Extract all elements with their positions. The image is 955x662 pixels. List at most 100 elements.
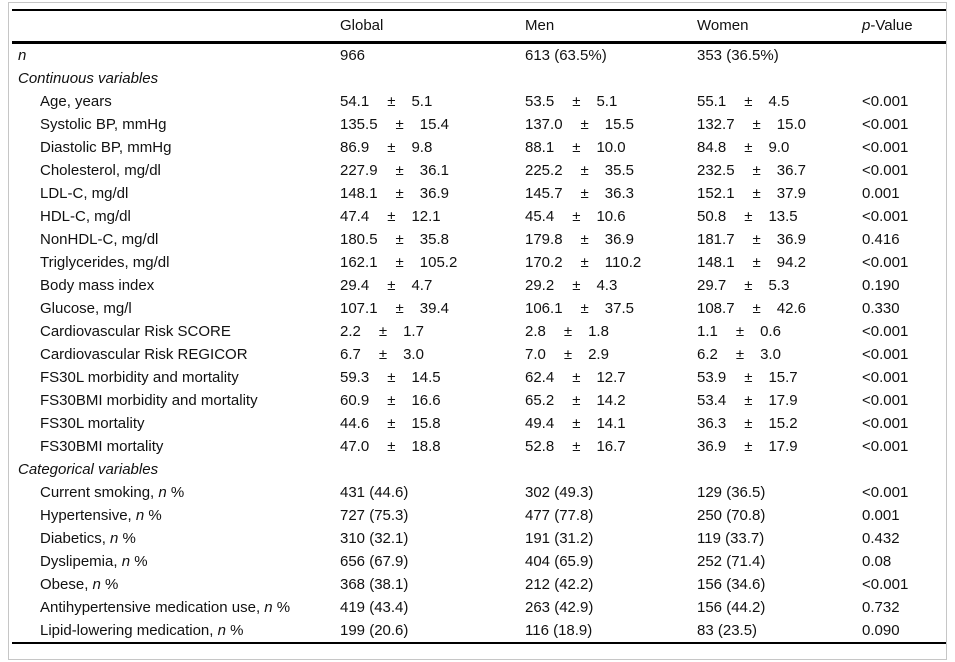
sd-value: 5.1 bbox=[596, 92, 618, 110]
mean-value: 152.1 bbox=[697, 184, 735, 202]
sd-value: 36.3 bbox=[604, 184, 634, 202]
mean-value: 53.5 bbox=[525, 92, 555, 110]
row-label: Diabetics, n % bbox=[40, 529, 136, 547]
cell-pvalue: <0.001 bbox=[862, 161, 909, 179]
cell-pvalue: <0.001 bbox=[862, 483, 909, 501]
cell-men: 53.5 ±5.1 bbox=[525, 90, 697, 113]
cell-global: 44.6 ±15.8 bbox=[340, 412, 525, 435]
sd-value: 16.7 bbox=[596, 437, 626, 455]
sd-value: 15.4 bbox=[419, 115, 449, 133]
row-label: Antihypertensive medication use, n % bbox=[40, 598, 291, 616]
cell-men: 191 (31.2) bbox=[525, 529, 594, 547]
cell-pvalue: 0.330 bbox=[862, 299, 900, 317]
row-label: Cardiovascular Risk SCORE bbox=[40, 322, 231, 340]
cell-men: 106.1 ±37.5 bbox=[525, 297, 697, 320]
cell-global: 368 (38.1) bbox=[340, 575, 409, 593]
cell-global: 199 (20.6) bbox=[340, 621, 409, 639]
sd-value: 1.8 bbox=[588, 322, 609, 340]
plus-minus: ± bbox=[395, 299, 404, 317]
cell-women: 83 (23.5) bbox=[697, 621, 758, 639]
mean-value: 29.2 bbox=[525, 276, 555, 294]
plus-minus: ± bbox=[387, 391, 396, 409]
sd-value: 12.7 bbox=[596, 368, 626, 386]
cell-men: 613 (63.5%) bbox=[525, 46, 607, 64]
sd-value: 105.2 bbox=[419, 253, 458, 271]
sd-value: 36.9 bbox=[776, 230, 806, 248]
mean-value: 181.7 bbox=[697, 230, 735, 248]
header-global: Global bbox=[340, 10, 525, 44]
row-label-italic: n bbox=[264, 598, 273, 616]
sd-value: 4.7 bbox=[411, 276, 433, 294]
cell-men: 225.2 ±35.5 bbox=[525, 159, 697, 182]
sd-value: 37.9 bbox=[776, 184, 806, 202]
mean-value: 29.7 bbox=[697, 276, 727, 294]
sd-value: 2.9 bbox=[588, 345, 609, 363]
cell-pvalue: <0.001 bbox=[862, 437, 909, 455]
cell-women: 250 (70.8) bbox=[697, 506, 766, 524]
mean-value: 60.9 bbox=[340, 391, 370, 409]
sd-value: 15.8 bbox=[411, 414, 441, 432]
cell-global: 60.9 ±16.6 bbox=[340, 389, 525, 412]
cell-global: 29.4 ±4.7 bbox=[340, 274, 525, 297]
cell-women: 53.4 ±17.9 bbox=[697, 389, 862, 412]
plus-minus: ± bbox=[395, 184, 404, 202]
cell-pvalue: 0.432 bbox=[862, 529, 900, 547]
sd-value: 14.2 bbox=[596, 391, 626, 409]
plus-minus: ± bbox=[387, 276, 396, 294]
cell-global: 180.5 ±35.8 bbox=[340, 228, 525, 251]
plus-minus: ± bbox=[744, 207, 753, 225]
row-label: Dyslipemia, n % bbox=[40, 552, 148, 570]
row-label-italic: n bbox=[121, 552, 131, 570]
table-row: Lipid-lowering medication, n % 199 (20.6)… bbox=[12, 619, 946, 643]
plus-minus: ± bbox=[752, 184, 761, 202]
cell-global: 86.9 ±9.8 bbox=[340, 136, 525, 159]
header-row: Global Men Women p-Value bbox=[12, 10, 946, 44]
cell-pvalue bbox=[862, 42, 946, 67]
cell-women: 55.1 ±4.5 bbox=[697, 90, 862, 113]
sd-value: 17.9 bbox=[768, 437, 798, 455]
cell-global: 47.4 ±12.1 bbox=[340, 205, 525, 228]
table-row: Diabetics, n % 310 (32.1) 191 (31.2) 119 (3… bbox=[12, 527, 946, 550]
cell-global: 135.5 ±15.4 bbox=[340, 113, 525, 136]
plus-minus: ± bbox=[395, 161, 404, 179]
mean-value: 47.4 bbox=[340, 207, 370, 225]
plus-minus: ± bbox=[744, 391, 753, 409]
cell-men: 45.4 ±10.6 bbox=[525, 205, 697, 228]
cell-men: 62.4 ±12.7 bbox=[525, 366, 697, 389]
cell-men: 170.2 ±110.2 bbox=[525, 251, 697, 274]
cell-pvalue: <0.001 bbox=[862, 575, 909, 593]
plus-minus: ± bbox=[744, 276, 753, 294]
row-label: Cholesterol, mg/dl bbox=[40, 161, 161, 179]
sd-value: 110.2 bbox=[604, 253, 642, 271]
sd-value: 9.8 bbox=[411, 138, 433, 156]
mean-value: 6.7 bbox=[340, 345, 361, 363]
mean-value: 108.7 bbox=[697, 299, 735, 317]
plus-minus: ± bbox=[744, 368, 753, 386]
plus-minus: ± bbox=[572, 138, 581, 156]
plus-minus: ± bbox=[744, 437, 753, 455]
plus-minus: ± bbox=[580, 253, 589, 271]
table-row: FS30BMI mortality 47.0 ±18.8 52.8 ±16.7 36.9 ±… bbox=[12, 435, 946, 458]
plus-minus: ± bbox=[387, 437, 396, 455]
mean-value: 132.7 bbox=[697, 115, 735, 133]
sd-value: 10.6 bbox=[596, 207, 626, 225]
table-frame: Global Men Women p-Value n 966 613 (63.5%)… bbox=[8, 2, 947, 660]
cell-women: 156 (34.6) bbox=[697, 575, 766, 593]
row-label: FS30BMI morbidity and mortality bbox=[40, 391, 258, 409]
mean-value: 145.7 bbox=[525, 184, 563, 202]
mean-value: 86.9 bbox=[340, 138, 370, 156]
cell-pvalue: 0.190 bbox=[862, 276, 900, 294]
table-row: Cardiovascular Risk SCORE 2.2 ±1.7 2.8 ±1.8 1… bbox=[12, 320, 946, 343]
cell-men: 137.0 ±15.5 bbox=[525, 113, 697, 136]
row-label: Body mass index bbox=[40, 276, 155, 294]
sd-value: 39.4 bbox=[419, 299, 449, 317]
cell-global: 227.9 ±36.1 bbox=[340, 159, 525, 182]
sd-value: 5.1 bbox=[411, 92, 433, 110]
header-women: Women bbox=[697, 10, 862, 44]
sd-value: 35.8 bbox=[419, 230, 449, 248]
plus-minus: ± bbox=[572, 207, 581, 225]
sd-value: 0.6 bbox=[760, 322, 781, 340]
mean-value: 135.5 bbox=[340, 115, 378, 133]
table-body: n 966 613 (63.5%) 353 (36.5%) Continuous var… bbox=[12, 42, 946, 643]
mean-value: 36.9 bbox=[697, 437, 727, 455]
